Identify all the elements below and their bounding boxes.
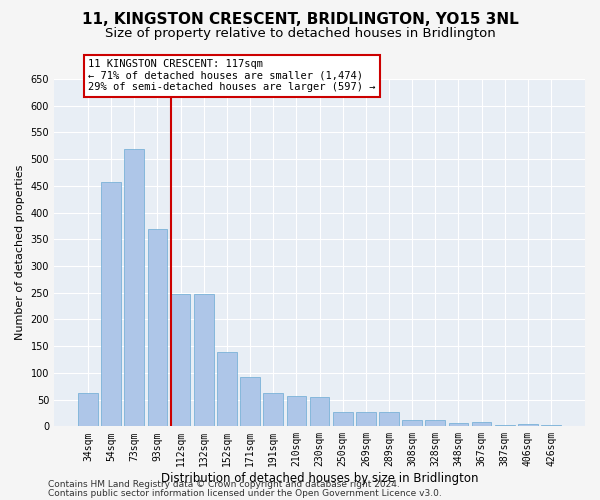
Text: Contains HM Land Registry data © Crown copyright and database right 2024.: Contains HM Land Registry data © Crown c…	[48, 480, 400, 489]
Bar	[217, 352, 237, 426]
Text: 11 KINGSTON CRESCENT: 117sqm
← 71% of detached houses are smaller (1,474)
29% of: 11 KINGSTON CRESCENT: 117sqm ← 71% of de…	[88, 59, 376, 92]
Bar	[402, 420, 422, 426]
Text: 11, KINGSTON CRESCENT, BRIDLINGTON, YO15 3NL: 11, KINGSTON CRESCENT, BRIDLINGTON, YO15…	[82, 12, 518, 28]
Bar	[240, 377, 260, 426]
Bar	[495, 424, 515, 426]
Bar	[263, 393, 283, 426]
Text: Size of property relative to detached houses in Bridlington: Size of property relative to detached ho…	[104, 28, 496, 40]
Bar	[78, 393, 98, 426]
Bar	[310, 397, 329, 426]
Y-axis label: Number of detached properties: Number of detached properties	[15, 165, 25, 340]
Bar	[287, 396, 306, 426]
Bar	[171, 294, 190, 426]
Bar	[333, 412, 353, 426]
Bar	[518, 424, 538, 426]
Bar	[194, 294, 214, 426]
Bar	[379, 412, 399, 426]
Text: Contains public sector information licensed under the Open Government Licence v3: Contains public sector information licen…	[48, 488, 442, 498]
Bar	[124, 149, 144, 426]
Bar	[148, 228, 167, 426]
Bar	[449, 423, 468, 426]
Bar	[425, 420, 445, 426]
Bar	[541, 424, 561, 426]
Bar	[356, 412, 376, 426]
Bar	[472, 422, 491, 426]
X-axis label: Distribution of detached houses by size in Bridlington: Distribution of detached houses by size …	[161, 472, 478, 485]
Bar	[101, 182, 121, 426]
